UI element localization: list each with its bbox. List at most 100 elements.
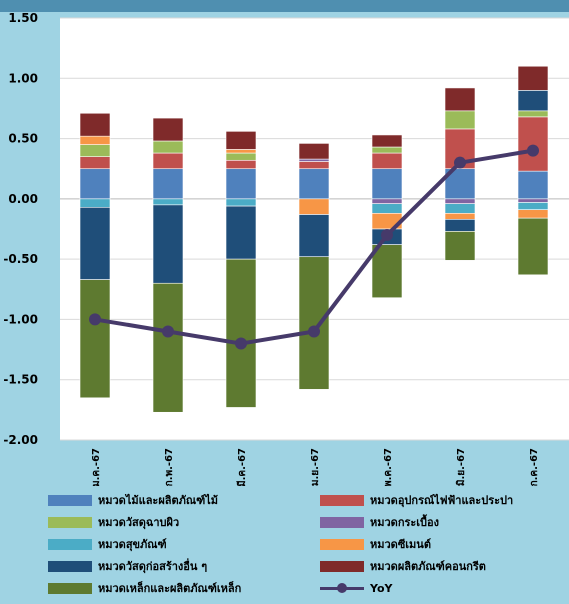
bar-segment-s8-c0 <box>79 279 111 399</box>
y-tick-label: 1.50 <box>8 11 38 25</box>
bar-segment-s8-c3 <box>298 256 330 390</box>
legend-label: หมวดวัสดุฉาบผิว <box>98 516 180 529</box>
bar-segment-s2-c1 <box>152 140 184 154</box>
legend-label: หมวดวัสดุก่อสร้างอื่น ๆ <box>98 560 208 573</box>
bar-segment-s0-c1 <box>152 168 184 200</box>
legend-swatch <box>320 494 364 506</box>
bar-segment-s7-c6 <box>517 65 549 91</box>
bar-segment-s1-c2 <box>225 159 257 170</box>
bar-segment-s6-c6 <box>517 90 549 112</box>
bar-segment-s1-c1 <box>152 152 184 170</box>
x-tick-label: มี.ค.-67 <box>236 448 248 486</box>
x-tick-label: ม.ค.-67 <box>91 448 102 486</box>
x-tick-label: พ.ค.-67 <box>383 448 394 486</box>
legend-swatch <box>48 560 92 572</box>
legend-item: หมวดเหล็กและผลิตภัณฑ์เหล็ก <box>48 578 241 598</box>
bar-segment-s5-c5 <box>444 213 476 220</box>
bar-segment-s3-c5 <box>444 198 476 204</box>
legend-swatch <box>48 582 92 594</box>
bar-segment-s8-c2 <box>225 258 257 408</box>
bar-segment-s4-c4 <box>371 203 403 214</box>
bar-segment-s0-c4 <box>371 168 403 200</box>
legend-item: หมวดอุปกรณ์ไฟฟ้าและประปา <box>320 490 513 510</box>
bar-segment-s2-c5 <box>444 110 476 130</box>
bar-segment-s0-c2 <box>225 168 257 200</box>
legend-label: หมวดซีเมนต์ <box>370 538 431 551</box>
yoy-point <box>89 313 101 326</box>
legend-label: หมวดผลิตภัณฑ์คอนกรีต <box>370 560 486 573</box>
legend-item: YoY <box>320 578 392 598</box>
bar-segment-s8-c6 <box>517 217 549 276</box>
bar-segment-s1-c6 <box>517 116 549 172</box>
bar-segment-s5-c3 <box>298 198 330 215</box>
legend-label: หมวดเหล็กและผลิตภัณฑ์เหล็ก <box>98 582 242 595</box>
x-tick-label: เม.ย.-67 <box>310 448 321 486</box>
bar-segment-s2-c6 <box>517 110 549 118</box>
legend-item: หมวดสุขภัณฑ์ <box>48 534 167 554</box>
legend-label: หมวดอุปกรณ์ไฟฟ้าและประปา <box>370 494 514 507</box>
y-tick-label: 0.00 <box>8 192 38 206</box>
legend-line-marker <box>320 582 364 594</box>
bar-segment-s7-c5 <box>444 87 476 112</box>
bar-segment-s0-c3 <box>298 168 330 200</box>
legend: หมวดไม้และผลิตภัณฑ์ไม้ หมวดอุปกรณ์ไฟฟ้าแล… <box>0 486 569 604</box>
yoy-point <box>235 337 247 350</box>
bar-segment-s4-c2 <box>225 198 257 207</box>
bar-segment-s5-c0 <box>79 135 111 145</box>
bar-segment-s7-c2 <box>225 131 257 150</box>
y-tick-label: 1.00 <box>8 71 38 85</box>
top-bar <box>0 0 569 12</box>
x-tick-label: ก.พ.-67 <box>164 448 175 486</box>
bar-segment-s1-c0 <box>79 156 111 170</box>
bar-segment-s4-c5 <box>444 203 476 214</box>
bar-segment-s3-c6 <box>517 198 549 203</box>
bar-segment-s1-c4 <box>371 152 403 170</box>
chart: -2.00 -1.50 -1.00 -0.50 0.00 0.50 1.00 1.50 ม.ค… <box>3 11 569 486</box>
x-tick-label: ก.ค.-67 <box>529 448 540 486</box>
bar-segment-s6-c5 <box>444 219 476 232</box>
y-tick-label: -1.50 <box>3 373 38 387</box>
bar-segment-s3-c3 <box>298 158 330 162</box>
bar-segment-s4-c1 <box>152 198 184 206</box>
bar-segment-s6-c3 <box>298 214 330 258</box>
bar-segment-s0-c6 <box>517 170 549 200</box>
legend-swatch <box>48 494 92 506</box>
legend-item: หมวดวัสดุก่อสร้างอื่น ๆ <box>48 556 207 576</box>
legend-label: หมวดไม้และผลิตภัณฑ์ไม้ <box>98 494 219 507</box>
bar-segment-s4-c6 <box>517 202 549 211</box>
legend-swatch <box>320 560 364 572</box>
bar-segment-s7-c4 <box>371 134 403 148</box>
bar-segment-s5-c6 <box>517 209 549 219</box>
legend-item: หมวดไม้และผลิตภัณฑ์ไม้ <box>48 490 218 510</box>
legend-label: YoY <box>370 581 393 595</box>
yoy-point <box>527 144 539 157</box>
bar-segment-s8-c4 <box>371 244 403 299</box>
y-tick-label: -0.50 <box>3 252 38 266</box>
bar-segment-s5-c2 <box>225 149 257 154</box>
bar-segment-s3-c4 <box>371 198 403 204</box>
yoy-point <box>308 325 320 338</box>
x-tick-label: มิ.ย.-67 <box>455 448 467 486</box>
legend-swatch <box>48 516 92 528</box>
y-tick-label: 0.50 <box>8 132 38 146</box>
yoy-point <box>454 156 466 169</box>
bar-segment-s0-c0 <box>79 168 111 200</box>
bar-segment-s7-c3 <box>298 143 330 160</box>
bar-segment-s6-c2 <box>225 205 257 260</box>
legend-label: หมวดกระเบื้อง <box>370 516 440 529</box>
y-tick-label: -2.00 <box>3 433 38 447</box>
bar-segment-s2-c2 <box>225 152 257 161</box>
bar-segment-s8-c5 <box>444 231 476 261</box>
bar-segment-s7-c1 <box>152 117 184 142</box>
legend-item: หมวดซีเมนต์ <box>320 534 431 554</box>
legend-swatch <box>320 516 364 528</box>
bar-segment-s2-c0 <box>79 144 111 157</box>
legend-item: หมวดผลิตภัณฑ์คอนกรีต <box>320 556 486 576</box>
legend-swatch <box>48 538 92 550</box>
bar-segment-s2-c4 <box>371 146 403 154</box>
legend-swatch <box>320 538 364 550</box>
yoy-point <box>381 229 393 242</box>
legend-label: หมวดสุขภัณฑ์ <box>98 538 167 551</box>
yoy-point <box>162 325 174 338</box>
bar-segment-s7-c0 <box>79 112 111 137</box>
